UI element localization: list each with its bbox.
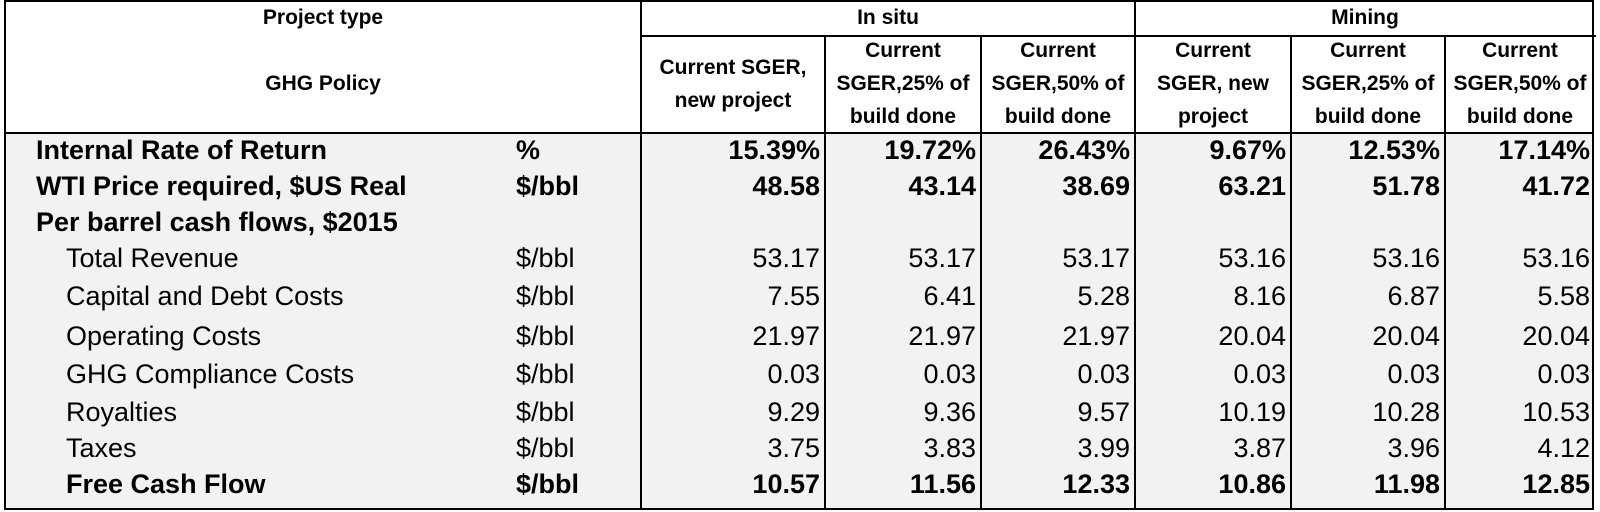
table-cell: 12.85 bbox=[1522, 469, 1590, 499]
row-label: Free Cash Flow bbox=[66, 469, 266, 499]
row-unit: $/bbl bbox=[516, 321, 575, 351]
table-cell: 4.12 bbox=[1537, 433, 1590, 463]
row-unit: $/bbl bbox=[516, 359, 575, 389]
row-unit: $/bbl bbox=[516, 397, 575, 427]
table-cell: 5.58 bbox=[1537, 281, 1590, 311]
table-cell: 5.28 bbox=[1077, 281, 1130, 311]
table-cell: 9.57 bbox=[1077, 397, 1130, 427]
row-label: Capital and Debt Costs bbox=[66, 281, 344, 311]
table-cell: 11.98 bbox=[1373, 469, 1440, 499]
table-cell: 53.16 bbox=[1372, 243, 1440, 273]
row-unit: $/bbl bbox=[516, 469, 580, 499]
mining-group-header: Mining bbox=[1331, 6, 1399, 29]
table-cell: 10.19 bbox=[1218, 397, 1286, 427]
table-cell: 26.43% bbox=[1038, 135, 1130, 165]
ghg-policy-header: GHG Policy bbox=[265, 72, 381, 95]
column-divider bbox=[1134, 0, 1136, 508]
row-label: Per barrel cash flows, $2015 bbox=[36, 207, 398, 237]
table-cell: 63.21 bbox=[1218, 171, 1286, 201]
row-label: Internal Rate of Return bbox=[36, 135, 328, 165]
column-header: Current SGER, new project bbox=[659, 55, 807, 112]
table-cell: 3.99 bbox=[1077, 433, 1130, 463]
table-body-background bbox=[6, 134, 1592, 508]
table-cell: 53.17 bbox=[908, 243, 976, 273]
table-cell: 19.72% bbox=[884, 135, 976, 165]
header-bottom-rule bbox=[6, 132, 1592, 134]
table-cell: 9.29 bbox=[767, 397, 820, 427]
table-cell: 11.56 bbox=[909, 469, 976, 499]
table-cell: 20.04 bbox=[1522, 321, 1590, 351]
table-cell: 51.78 bbox=[1372, 171, 1440, 201]
table-cell: 38.69 bbox=[1062, 171, 1130, 201]
table-cell: 8.16 bbox=[1233, 281, 1286, 311]
column-header: Current SGER,50% of build done bbox=[1453, 39, 1587, 128]
table-cell: 0.03 bbox=[1077, 359, 1130, 389]
table-cell: 21.97 bbox=[1062, 321, 1130, 351]
row-unit: $/bbl bbox=[516, 171, 580, 201]
column-divider bbox=[640, 0, 642, 508]
row-unit: $/bbl bbox=[516, 281, 575, 311]
group-header-rule bbox=[640, 35, 1596, 37]
table-cell: 3.83 bbox=[923, 433, 976, 463]
table-cell: 0.03 bbox=[767, 359, 820, 389]
table-cell: 53.17 bbox=[1062, 243, 1130, 273]
column-header: Current SGER,25% of build done bbox=[836, 39, 970, 128]
table-cell: 6.87 bbox=[1387, 281, 1440, 311]
row-label: Taxes bbox=[66, 433, 137, 463]
table-cell: 10.57 bbox=[752, 469, 820, 499]
table-cell: 41.72 bbox=[1522, 171, 1590, 201]
table-cell: 53.17 bbox=[752, 243, 820, 273]
table-cell: 6.41 bbox=[923, 281, 976, 311]
row-label: Total Revenue bbox=[66, 243, 239, 273]
column-header: Current SGER,50% of build done bbox=[991, 39, 1125, 128]
table-cell: 10.53 bbox=[1522, 397, 1590, 427]
column-divider bbox=[1444, 35, 1446, 508]
table-cell: 10.28 bbox=[1372, 397, 1440, 427]
table-cell: 20.04 bbox=[1372, 321, 1440, 351]
top-rule bbox=[6, 0, 1592, 2]
table-cell: 12.53% bbox=[1348, 135, 1440, 165]
row-unit: % bbox=[516, 135, 541, 165]
table-cell: 0.03 bbox=[923, 359, 976, 389]
table-cell: 53.16 bbox=[1522, 243, 1590, 273]
project-type-header: Project type bbox=[262, 6, 384, 29]
row-label: Royalties bbox=[66, 397, 178, 427]
table-cell: 0.03 bbox=[1537, 359, 1590, 389]
table-cell: 7.55 bbox=[767, 281, 820, 311]
row-unit: $/bbl bbox=[516, 243, 575, 273]
column-divider bbox=[1290, 35, 1292, 508]
table-cell: 48.58 bbox=[752, 171, 820, 201]
table-cell: 3.75 bbox=[767, 433, 820, 463]
table-cell: 17.14% bbox=[1498, 135, 1590, 165]
column-header: Current SGER,25% of build done bbox=[1301, 39, 1435, 128]
row-unit: $/bbl bbox=[516, 433, 575, 463]
table-cell: 20.04 bbox=[1218, 321, 1286, 351]
table-cell: 3.96 bbox=[1387, 433, 1440, 463]
row-label: Operating Costs bbox=[66, 321, 262, 351]
in-situ-group-header: In situ bbox=[857, 6, 919, 29]
table-cell: 12.33 bbox=[1062, 469, 1130, 499]
table-cell: 21.97 bbox=[752, 321, 820, 351]
table-cell: 21.97 bbox=[908, 321, 976, 351]
table-cell: 15.39% bbox=[728, 135, 820, 165]
table-cell: 0.03 bbox=[1387, 359, 1440, 389]
column-divider bbox=[980, 35, 982, 508]
row-label: GHG Compliance Costs bbox=[66, 359, 355, 389]
table-cell: 10.86 bbox=[1218, 469, 1286, 499]
row-label: WTI Price required, $US Real bbox=[36, 171, 407, 201]
column-divider bbox=[824, 35, 826, 508]
table-cell: 9.36 bbox=[923, 397, 976, 427]
table-cell: 43.14 bbox=[908, 171, 976, 201]
column-header: Current SGER, new project bbox=[1156, 39, 1270, 128]
table-cell: 3.87 bbox=[1233, 433, 1286, 463]
table-cell: 53.16 bbox=[1218, 243, 1286, 273]
table-cell: 9.67% bbox=[1209, 135, 1286, 165]
economics-table: Project type GHG Policy In situ Mining C… bbox=[4, 0, 1596, 510]
table-cell: 0.03 bbox=[1233, 359, 1286, 389]
